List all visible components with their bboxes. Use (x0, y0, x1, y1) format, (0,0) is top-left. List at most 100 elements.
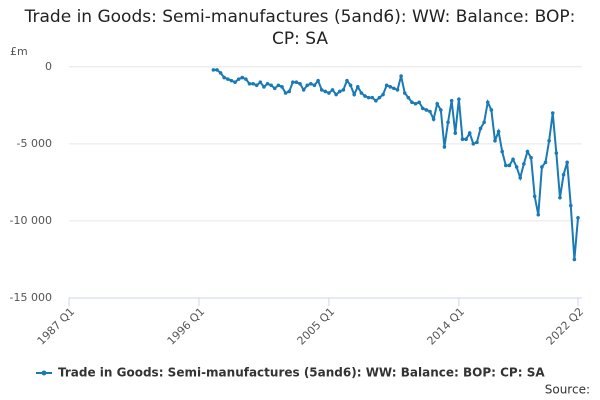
data-point (233, 80, 237, 85)
data-point (327, 91, 331, 95)
data-point (330, 88, 335, 92)
x-tick-label: 1996 Q1 (165, 305, 208, 348)
data-point (406, 95, 411, 100)
data-point (413, 101, 418, 106)
data-point (395, 88, 400, 92)
data-point (374, 98, 378, 103)
data-point (460, 137, 465, 142)
data-point (507, 163, 512, 168)
data-point (518, 175, 523, 180)
data-point (485, 100, 490, 105)
data-point (547, 138, 551, 143)
data-point (298, 81, 302, 86)
data-point (276, 83, 281, 88)
data-point (410, 100, 414, 105)
x-tick-label: 2014 Q1 (425, 305, 468, 348)
data-point (381, 92, 385, 97)
data-point (359, 91, 364, 95)
data-point (417, 100, 421, 105)
data-point (305, 83, 310, 88)
data-point (262, 85, 266, 89)
data-point (269, 83, 273, 88)
data-point (370, 95, 375, 100)
data-point (482, 120, 486, 125)
data-point (240, 75, 245, 80)
data-point (309, 81, 313, 86)
data-point (291, 80, 295, 85)
legend-label: Trade in Goods: Semi-manufactures (5and6… (58, 366, 545, 380)
data-point (294, 80, 299, 85)
data-point (457, 97, 461, 101)
data-point (352, 92, 356, 97)
data-point (435, 101, 440, 106)
data-point (265, 81, 270, 86)
data-point (568, 203, 573, 208)
data-point (384, 83, 389, 88)
data-point (504, 163, 508, 168)
data-point (254, 83, 259, 88)
data-point (244, 77, 248, 81)
data-point (222, 75, 227, 80)
data-point (558, 196, 562, 200)
data-point (442, 145, 447, 149)
data-point (424, 108, 429, 112)
data-point (341, 88, 346, 92)
data-point (428, 109, 432, 114)
source: Source: (545, 383, 590, 397)
data-point (323, 89, 328, 94)
data-point (446, 120, 450, 125)
data-point (500, 149, 504, 154)
data-point (572, 257, 577, 262)
data-point (576, 216, 580, 220)
data-point (536, 212, 541, 217)
data-point (348, 83, 353, 88)
data-point (561, 172, 566, 177)
data-point (280, 85, 284, 89)
data-point (319, 88, 324, 92)
data-point (511, 157, 515, 162)
data-point (467, 131, 472, 135)
data-point (449, 98, 454, 103)
chart-title: Trade in Goods: Semi-manufactures (5and6… (24, 7, 576, 49)
data-point (316, 78, 320, 83)
data-point (475, 140, 479, 145)
x-tick-label: 2022 Q2 (544, 305, 587, 348)
data-point (431, 117, 436, 121)
data-point (554, 151, 559, 155)
data-point (399, 74, 403, 78)
data-point (345, 78, 349, 83)
y-tick-label: -15 000 (10, 291, 52, 304)
data-point (493, 138, 497, 143)
data-point (226, 77, 230, 81)
x-tick-label: 2005 Q1 (295, 305, 338, 348)
data-point (247, 81, 252, 86)
data-point (529, 155, 533, 160)
data-point (525, 149, 530, 154)
data-point (420, 106, 425, 111)
data-point (453, 131, 458, 135)
y-tick-label: -5 000 (17, 137, 52, 150)
data-point (251, 81, 255, 86)
y-tick-label: 0 (45, 60, 52, 73)
data-point (283, 91, 288, 95)
data-point (565, 160, 569, 165)
data-point (229, 78, 234, 83)
data-point (301, 88, 306, 92)
data-point (287, 89, 292, 94)
data-point (388, 85, 393, 89)
data-point (543, 160, 548, 165)
data-point (522, 162, 526, 166)
data-point (489, 108, 494, 112)
data-point (496, 129, 501, 134)
data-point (272, 86, 277, 91)
data-point (337, 89, 342, 94)
data-point (402, 91, 407, 95)
data-point (236, 77, 241, 81)
legend-marker (41, 370, 47, 376)
data-point (478, 126, 483, 131)
data-point (312, 83, 317, 88)
data-point (471, 142, 476, 146)
data-point (258, 80, 263, 85)
data-point (377, 95, 382, 100)
